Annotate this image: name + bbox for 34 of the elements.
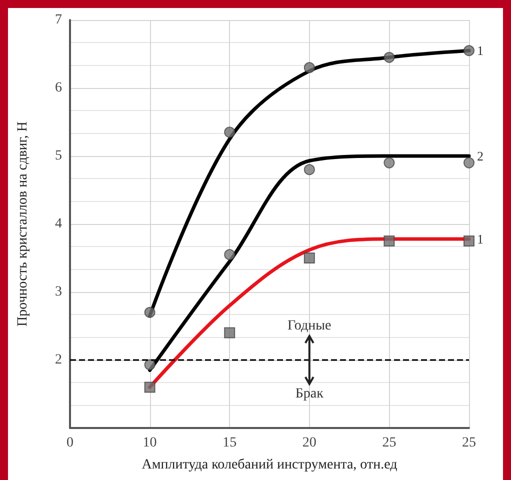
y-tick-label: 2: [55, 352, 62, 368]
x-tick-label: 15: [222, 436, 237, 450]
y-tick-label: 6: [55, 80, 62, 96]
point: [224, 126, 236, 138]
point: [144, 359, 156, 370]
annotation: Брак: [295, 386, 324, 402]
series-label: 1: [477, 231, 484, 246]
point: [464, 157, 474, 168]
series-label: 1: [477, 43, 484, 58]
y-tick-label: 5: [55, 148, 62, 164]
y-tick-label: 4: [55, 216, 62, 232]
point: [464, 45, 474, 56]
point: [384, 52, 395, 63]
annotation: Годные: [288, 318, 332, 334]
point: [304, 62, 315, 74]
point: [384, 236, 395, 246]
point: [224, 327, 236, 338]
x-tick-label: 20: [302, 436, 316, 450]
x-tick-label: 25: [462, 436, 476, 450]
x-tick-label: 10: [142, 436, 157, 450]
x-axis-title: Амплитуда колебаний инструмента, отн.ед: [142, 458, 398, 472]
point: [304, 164, 315, 176]
point: [144, 306, 156, 318]
point: [224, 249, 236, 260]
x-tick-label: 25: [382, 436, 396, 450]
x-tick-label: 0: [66, 436, 74, 450]
y-axis-title: Прочность кристаллов на сдвиг, Н: [16, 122, 30, 326]
point: [144, 382, 156, 393]
series-label: 2: [477, 148, 484, 164]
point: [384, 157, 395, 168]
point: [304, 252, 315, 264]
y-tick-label: 7: [55, 12, 62, 28]
point: [464, 236, 474, 246]
y-tick-label: 3: [55, 284, 62, 300]
